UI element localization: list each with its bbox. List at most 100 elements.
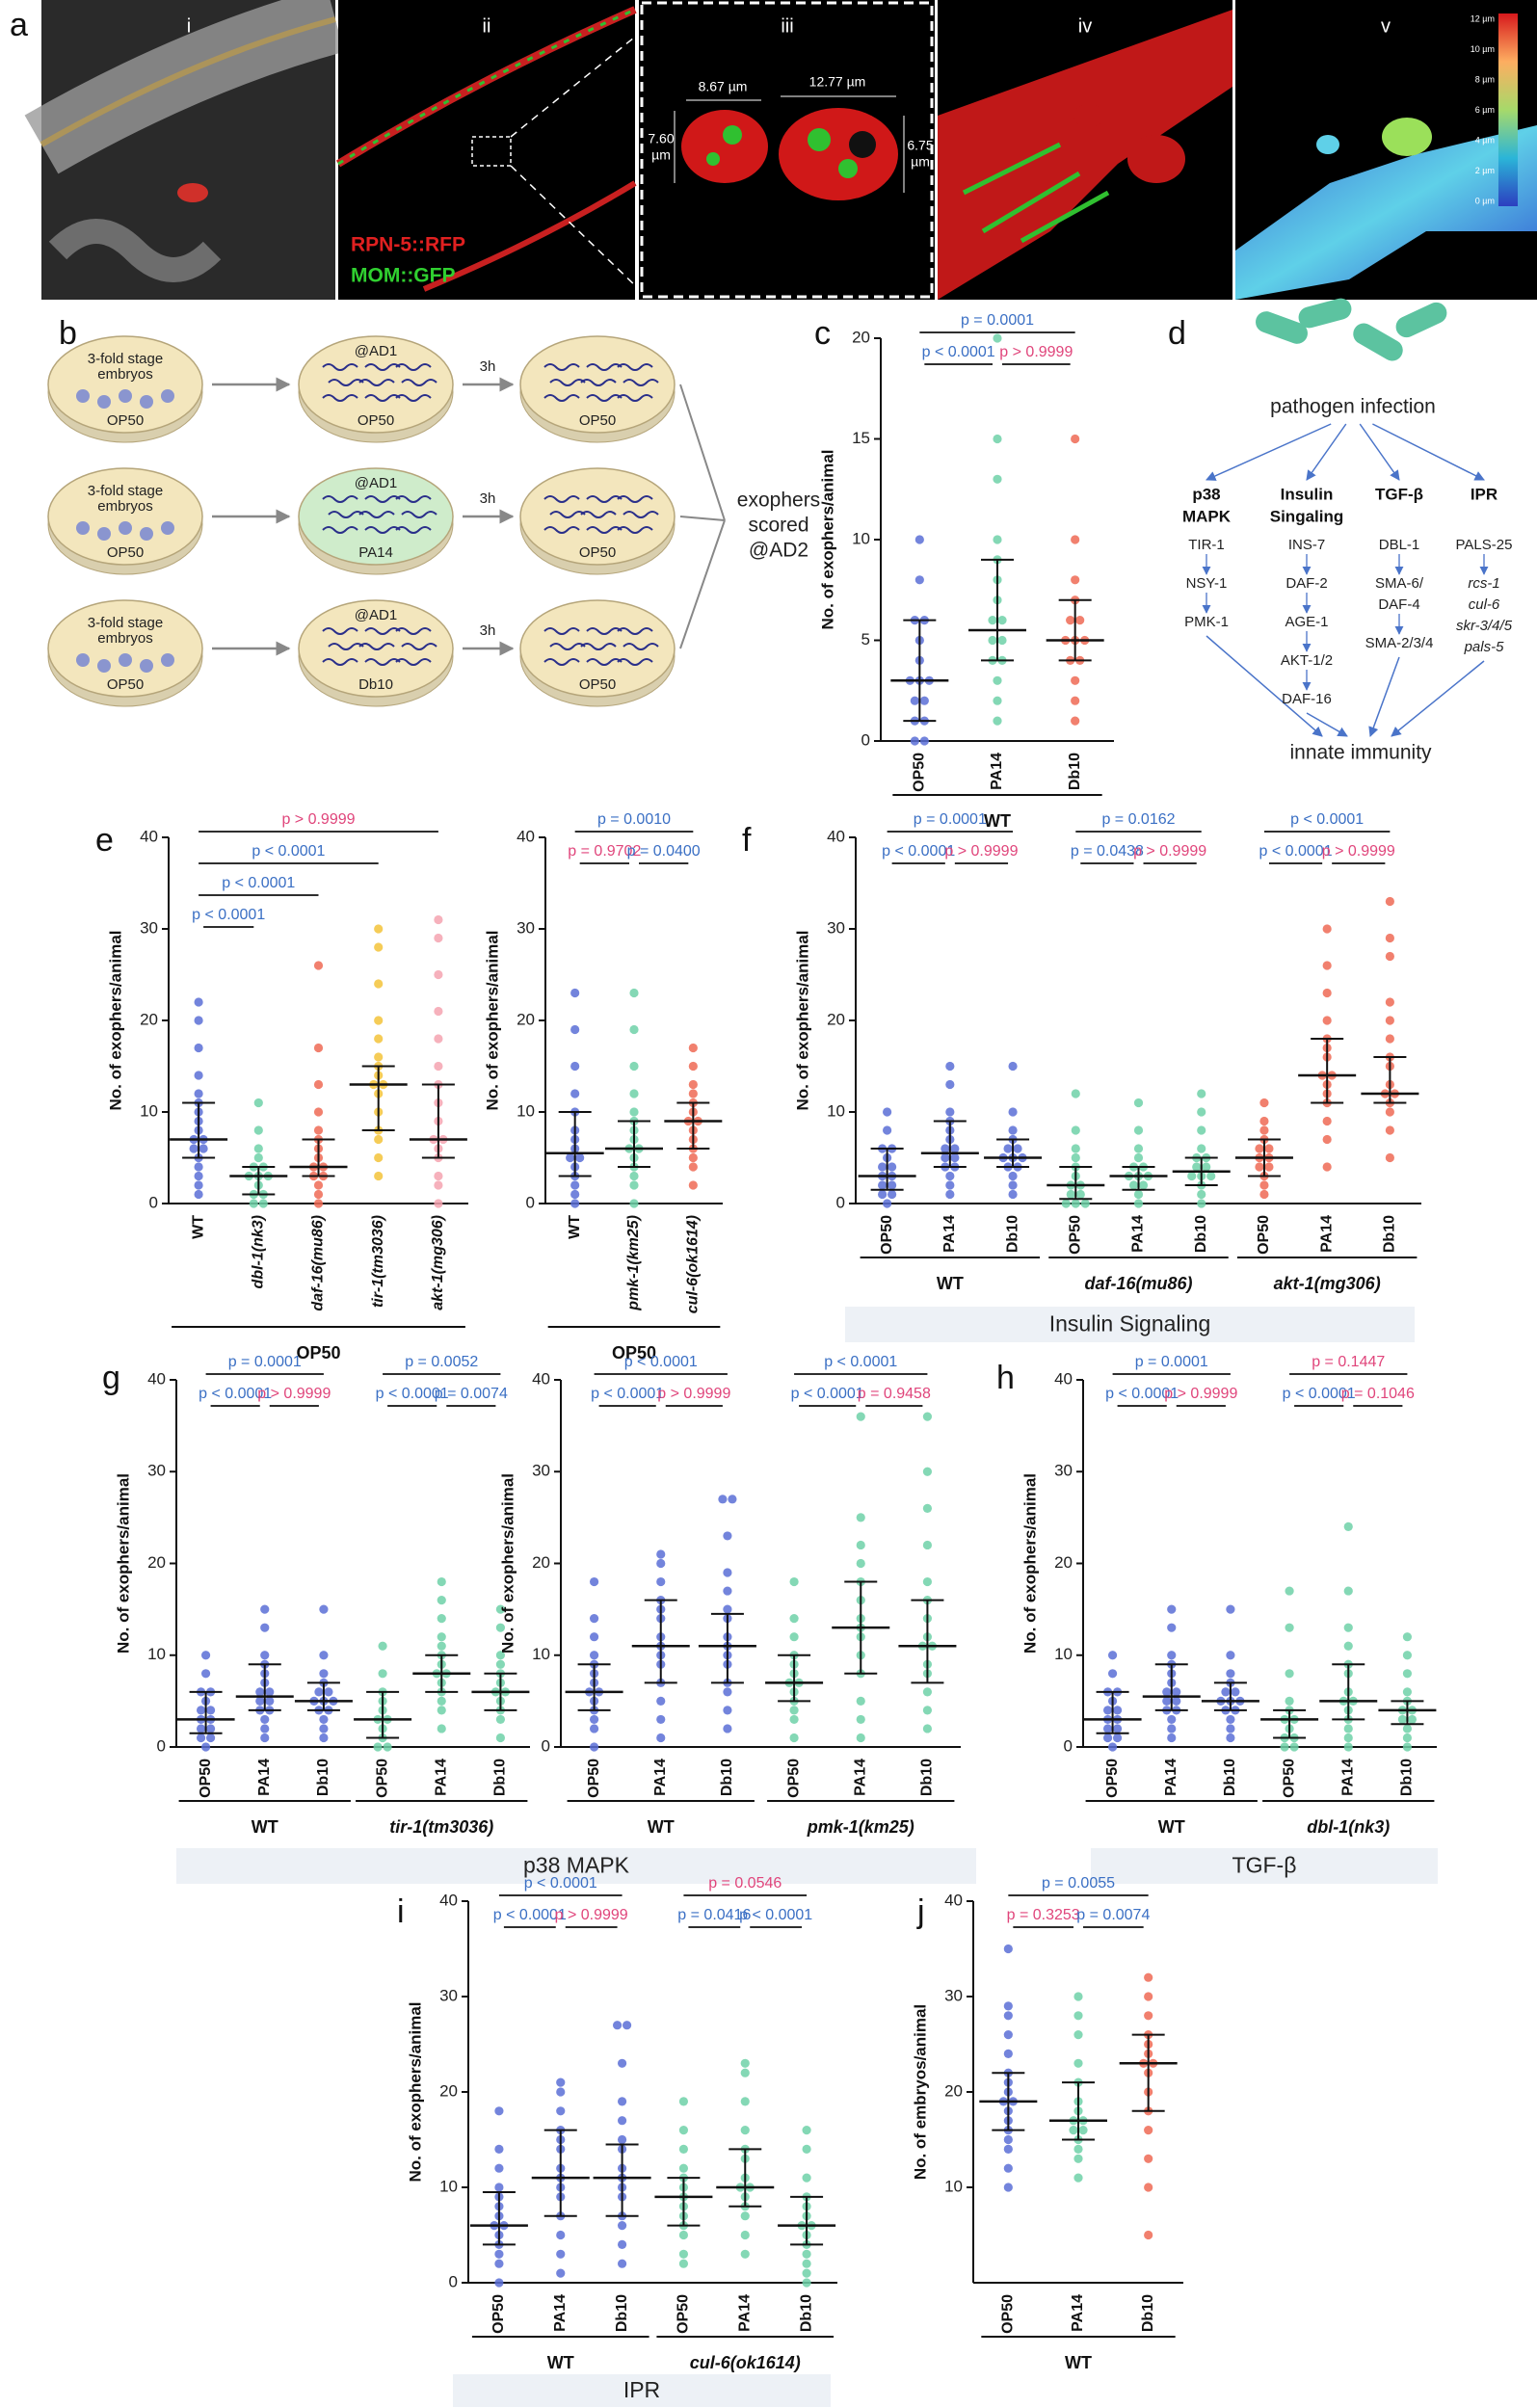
x-tick-label: tir-1(tm3036) [370, 1215, 386, 1308]
data-dot [494, 2163, 504, 2173]
outcome: @AD2 [749, 540, 808, 562]
panel-letter: j [916, 1893, 925, 1930]
data-dot [1397, 1714, 1408, 1725]
y-tick-label: 20 [944, 2081, 963, 2100]
pathway-step: INS-7 [1288, 537, 1325, 553]
data-dot [1003, 2049, 1013, 2058]
x-tick-label: WT [567, 1215, 583, 1239]
image-ii [338, 0, 635, 300]
mito [838, 159, 858, 178]
data-dot [1264, 1144, 1274, 1153]
data-dot [629, 1199, 639, 1208]
nucleus [849, 131, 876, 158]
worm [586, 394, 623, 402]
y-tick-label: 0 [542, 1736, 550, 1755]
data-dot [255, 1696, 265, 1706]
data-dot [993, 716, 1002, 726]
data-dot [678, 2249, 689, 2259]
y-tick-label: 0 [157, 1736, 166, 1755]
data-dot [1008, 1061, 1018, 1072]
data-dot [1162, 1696, 1172, 1706]
pathway-label: Insulin Signaling [1049, 1311, 1211, 1336]
data-dot [494, 2249, 504, 2259]
p-value: p = 0.0001 [1135, 1354, 1208, 1370]
x-tick-label: Db10 [1382, 1215, 1398, 1253]
data-dot [494, 2259, 504, 2268]
worm [580, 643, 617, 650]
data-dot [1285, 1623, 1294, 1632]
worm [549, 643, 586, 650]
data-dot [258, 1199, 268, 1208]
data-dot [1402, 1651, 1413, 1660]
data-dot [1285, 1586, 1294, 1596]
data-dot [494, 2106, 504, 2116]
zoom-line [510, 33, 640, 138]
chart: 0 10 20 30 40 No. of exophers/animal OP50 PA14 D… [1020, 1354, 1437, 1837]
worm [322, 394, 358, 402]
panel-a-images [24, 0, 1537, 300]
data-dot [1071, 1199, 1080, 1208]
y-tick-label: 30 [147, 1462, 166, 1480]
worm [623, 643, 659, 650]
plate-medium: OP50 [107, 412, 144, 429]
p-value: p = 0.0001 [914, 811, 987, 828]
data-dot [1071, 434, 1080, 444]
data-dot [723, 1706, 732, 1715]
data-dot [373, 1742, 383, 1752]
data-dot [194, 1016, 203, 1025]
data-dot [1197, 1189, 1206, 1200]
y-axis-label: No. of exophers/animal [793, 930, 811, 1110]
data-dot [878, 1180, 888, 1190]
worm [328, 379, 364, 386]
data-dot [993, 333, 1002, 343]
data-dot [789, 1706, 799, 1715]
data-dot [622, 2021, 632, 2030]
worm [617, 658, 653, 666]
y-axis-label: No. of exophers/animal [114, 1473, 132, 1654]
data-dot [1008, 1180, 1018, 1190]
x-tick-label: akt-1(mg306) [430, 1215, 446, 1310]
y-tick-label: 40 [532, 1369, 550, 1388]
data-dot [570, 988, 580, 998]
p-value: p < 0.0001 [922, 344, 995, 360]
data-dot [1197, 1199, 1206, 1208]
x-tick-label: PA14 [1070, 2294, 1086, 2332]
x-tick-label: cul-6(ok1614) [685, 1215, 702, 1313]
arrow [1206, 635, 1323, 737]
data-dot [494, 2144, 504, 2154]
y-axis-label: No. of exophers/animal [106, 930, 124, 1110]
pathway-name: Insulin [1281, 485, 1334, 503]
worm [543, 394, 580, 402]
data-dot [253, 1144, 263, 1153]
data-dot [1112, 1733, 1123, 1743]
data-dot [988, 616, 997, 625]
data-dot [723, 1568, 732, 1577]
y-axis-label: No. of exophers/animal [498, 1473, 517, 1654]
embryo [161, 653, 174, 667]
data-dot [802, 2278, 811, 2288]
p-value: p < 0.0001 [1283, 1386, 1356, 1402]
data-dot [688, 1079, 698, 1090]
p-value: p = 0.0052 [405, 1354, 478, 1370]
panel-letter: a [10, 7, 28, 43]
worm [322, 526, 358, 534]
data-dot [856, 1696, 865, 1706]
colorbar-label: 8 µm [1475, 74, 1495, 84]
data-dot [740, 2211, 750, 2221]
data-dot [260, 1604, 270, 1614]
data-dot [374, 1052, 384, 1062]
data-dot [194, 1180, 203, 1190]
worm [543, 363, 580, 371]
y-tick-label: 0 [861, 730, 870, 749]
x-tick-label: PA14 [852, 1759, 868, 1796]
data-dot [802, 2173, 811, 2183]
data-dot [319, 1733, 329, 1743]
y-tick-label: 30 [827, 918, 845, 937]
pathway-label: p38 MAPK [523, 1853, 630, 1878]
x-tick-label: OP50 [912, 753, 928, 792]
p-value: p = 0.3253 [1007, 1907, 1080, 1923]
embryo [97, 395, 111, 409]
colorbar-label: 4 µm [1475, 135, 1495, 145]
p-value: p = 0.0074 [1076, 1907, 1150, 1923]
worm [623, 511, 659, 518]
